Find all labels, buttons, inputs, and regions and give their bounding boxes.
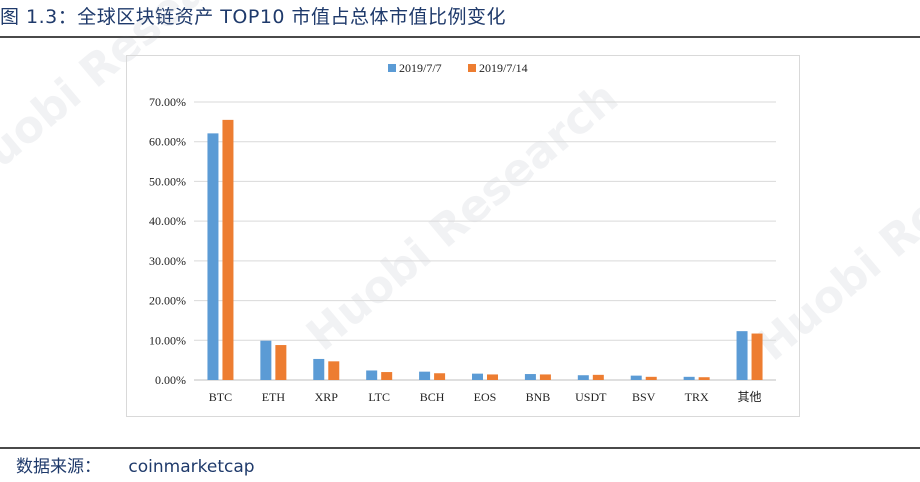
bar-series1 (313, 358, 325, 380)
bar-series1 (736, 331, 748, 380)
x-tick-label: ETH (262, 390, 286, 404)
y-tick-label: 40.00% (149, 214, 186, 228)
legend-swatch (388, 64, 396, 72)
legend-label: 2019/7/14 (479, 61, 528, 75)
x-tick-label: BNB (526, 390, 551, 404)
bar-series2 (592, 374, 604, 380)
y-tick-label: 70.00% (149, 95, 186, 109)
y-tick-label: 30.00% (149, 254, 186, 268)
bar-series2 (328, 361, 340, 380)
x-tick-label: TRX (685, 390, 709, 404)
y-tick-label: 60.00% (149, 135, 186, 149)
x-tick-label: BCH (420, 390, 445, 404)
bar-series2 (698, 377, 710, 380)
x-tick-label: XRP (315, 390, 339, 404)
x-tick-label: EOS (474, 390, 497, 404)
legend-swatch (468, 64, 476, 72)
bar-series2 (275, 345, 287, 380)
source-label: 数据来源： (16, 457, 101, 477)
x-tick-label: BSV (632, 390, 656, 404)
figure-title: 图 1.3：全球区块链资产 TOP10 市值占总体市值比例变化 (0, 6, 507, 28)
bar-series2 (434, 373, 446, 380)
bar-series1 (260, 340, 272, 380)
bar-series1 (683, 376, 695, 380)
bar-series2 (645, 376, 657, 380)
source-rule (0, 447, 920, 449)
bar-series2 (222, 119, 234, 380)
bar-series1 (630, 375, 642, 380)
bar-series1 (524, 374, 536, 380)
bar-series2 (539, 374, 551, 380)
x-tick-label: 其他 (738, 390, 762, 404)
bar-series1 (577, 375, 589, 380)
source-value: coinmarketcap (128, 457, 255, 477)
x-tick-label: BTC (209, 390, 232, 404)
legend-label: 2019/7/7 (399, 61, 442, 75)
source-line: 数据来源： coinmarketcap (16, 452, 255, 482)
y-tick-label: 0.00% (155, 373, 186, 387)
y-tick-label: 10.00% (149, 333, 186, 347)
bar-series1 (366, 370, 378, 380)
bar-series2 (487, 374, 498, 380)
bar-series1 (207, 133, 219, 380)
title-rule (0, 36, 920, 38)
bar-series2 (751, 333, 763, 380)
x-tick-label: LTC (368, 390, 390, 404)
bar-series2 (381, 372, 393, 380)
y-tick-label: 20.00% (149, 294, 186, 308)
bar-series1 (472, 373, 483, 380)
y-tick-label: 50.00% (149, 174, 186, 188)
bar-series1 (419, 371, 431, 380)
x-tick-label: USDT (575, 390, 607, 404)
chart-frame (126, 55, 800, 417)
